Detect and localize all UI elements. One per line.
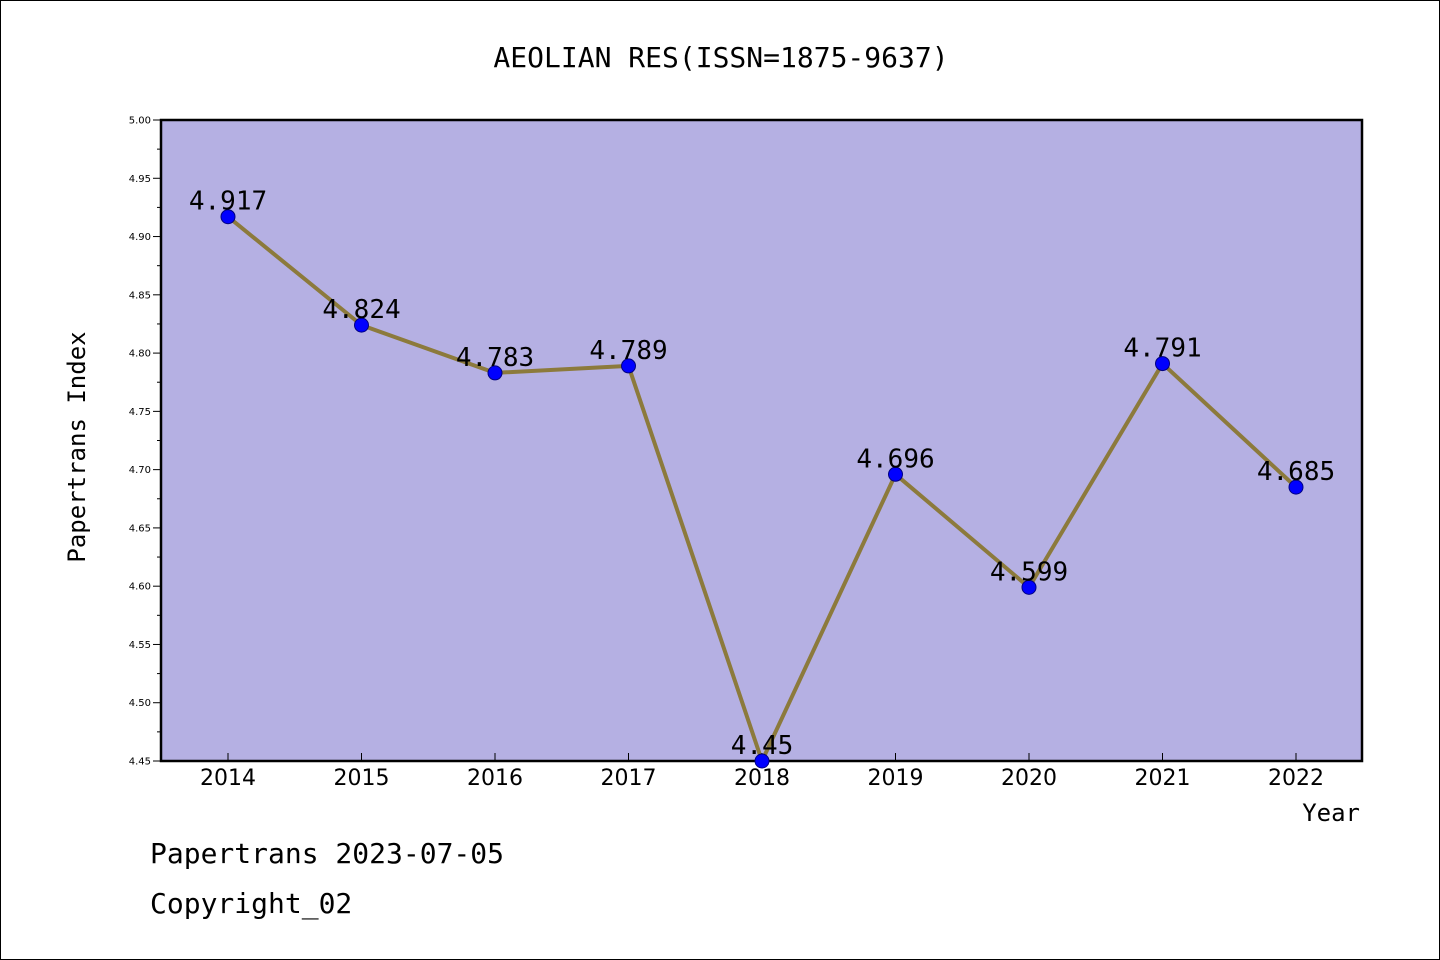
y-tick-label: 4.85 <box>129 290 151 301</box>
x-tick-label: 2020 <box>1001 766 1057 791</box>
data-point <box>1288 479 1304 495</box>
plot-area <box>159 118 1364 763</box>
footer-copyright: Copyright_02 <box>150 887 352 921</box>
x-tick-label: 2017 <box>601 766 657 791</box>
data-label: 4.45 <box>731 731 794 761</box>
y-tick-label: 4.90 <box>129 232 151 243</box>
data-label: 4.789 <box>589 336 667 366</box>
x-tick-label: 2022 <box>1268 766 1324 791</box>
data-point <box>754 753 770 769</box>
x-tick-label: 2019 <box>868 766 924 791</box>
y-tick-label: 4.50 <box>129 698 151 709</box>
x-tick-label: 2015 <box>334 766 390 791</box>
y-axis: 4.45 4.50 4.55 4.60 4.65 4.70 4.75 4.80 4.85 4.90… <box>129 116 161 768</box>
x-tick-label: 2021 <box>1135 766 1191 791</box>
y-tick-label: 4.45 <box>129 757 151 768</box>
data-point <box>1021 579 1037 595</box>
y-tick-label: 4.80 <box>129 349 151 360</box>
data-labels-group: 4.917 4.824 4.783 4.789 4.45 4.696 4.599 4.791 4… <box>189 187 1335 761</box>
data-point <box>621 358 636 374</box>
x-tick-label: 2014 <box>200 766 256 791</box>
data-point <box>1155 356 1170 372</box>
x-tick-label: 2016 <box>467 766 523 791</box>
data-point <box>220 209 236 225</box>
data-label: 4.685 <box>1257 457 1335 487</box>
chart-title: AEOLIAN RES(ISSN=1875-9637) <box>493 41 948 74</box>
y-tick-label: 4.60 <box>129 582 151 593</box>
series-markers-group <box>220 209 1304 769</box>
y-tick-label: 5.00 <box>129 116 151 127</box>
x-tick-label: 2018 <box>734 766 790 791</box>
data-point <box>888 466 903 482</box>
data-point <box>354 317 369 333</box>
data-point <box>487 365 503 381</box>
data-label: 4.783 <box>456 343 534 373</box>
y-tick-label: 4.55 <box>129 640 151 651</box>
data-label: 4.791 <box>1123 334 1201 364</box>
data-label: 4.599 <box>990 557 1068 587</box>
x-axis-title: Year <box>1302 799 1360 827</box>
y-tick-label: 4.65 <box>129 523 151 534</box>
x-axis: 2014 2015 2016 2017 2018 2019 2020 2021 2022 <box>200 753 1324 791</box>
data-label: 4.824 <box>322 295 400 325</box>
data-label: 4.696 <box>856 444 934 474</box>
footer-date: Papertrans 2023-07-05 <box>150 837 504 870</box>
y-tick-label: 4.95 <box>129 174 151 185</box>
y-tick-label: 4.75 <box>129 407 151 418</box>
y-tick-label: 4.70 <box>129 465 151 476</box>
data-label: 4.917 <box>189 187 267 217</box>
y-axis-title: Papertrans Index <box>63 331 91 562</box>
